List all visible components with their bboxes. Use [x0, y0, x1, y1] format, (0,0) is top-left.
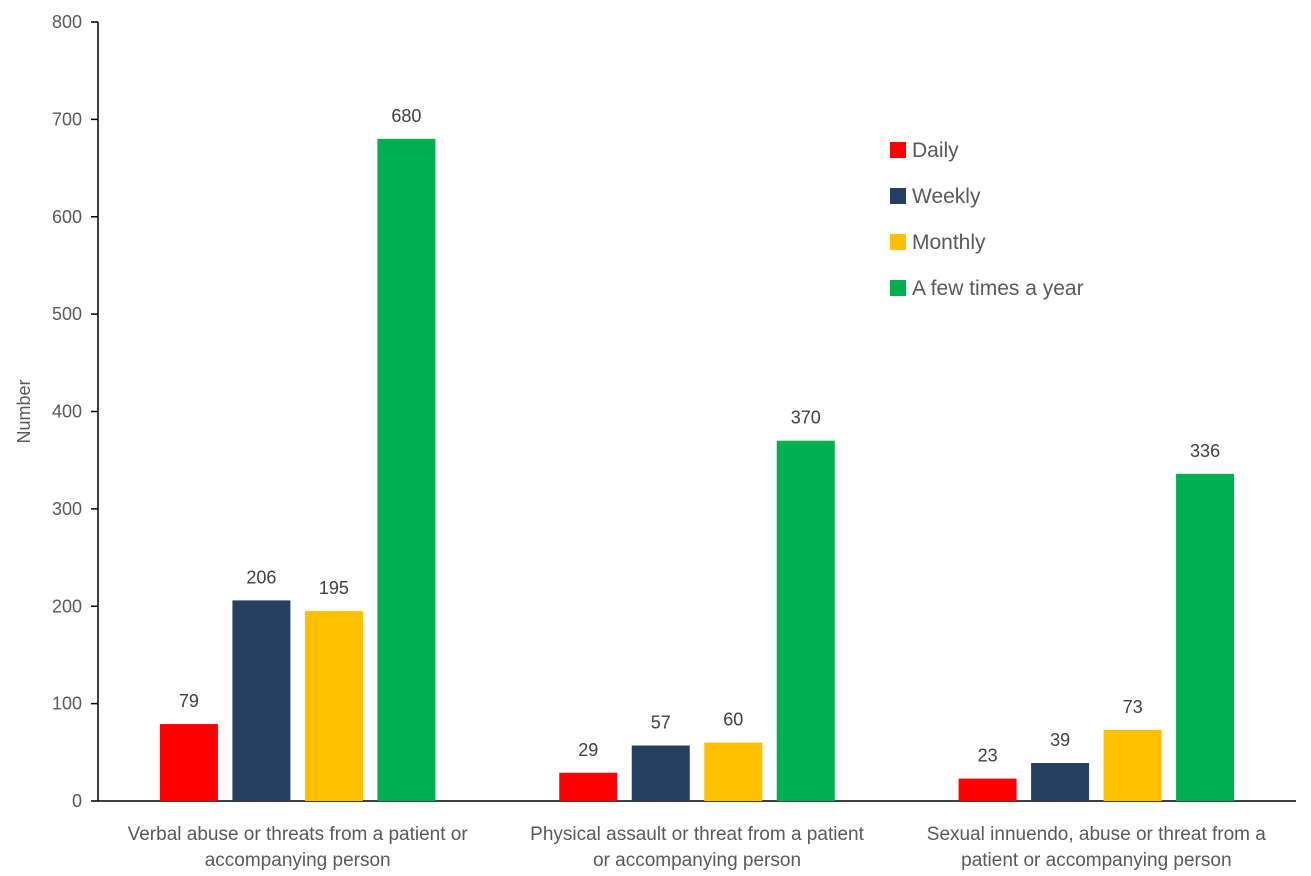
bar-daily-0: [159, 724, 218, 801]
category-labels: Verbal abuse or threats from a patient o…: [128, 824, 1267, 871]
y-tick-label: 200: [52, 596, 82, 616]
y-tick-label: 500: [52, 304, 82, 324]
legend-label: A few times a year: [912, 277, 1084, 300]
y-tick-label: 700: [52, 109, 82, 129]
legend-swatch: [890, 188, 906, 204]
category-label: Verbal abuse or threats from a patient o…: [128, 824, 469, 871]
legend-item-daily: Daily: [890, 139, 959, 162]
data-label: 680: [391, 106, 421, 126]
bar-daily-2: [958, 778, 1017, 801]
legend: Daily Weekly Monthly A few times a year: [890, 139, 1084, 300]
legend-label: Weekly: [912, 185, 981, 208]
y-ticks: 0 100 200 300 400 500 600 700 800: [52, 12, 98, 811]
legend-label: Daily: [912, 139, 959, 162]
bar-a-few-times-a-year-2: [1176, 473, 1235, 801]
y-tick-label: 600: [52, 207, 82, 227]
legend-item-monthly: Monthly: [890, 231, 986, 254]
bar-weekly-2: [1031, 763, 1090, 801]
data-label: 73: [1123, 697, 1143, 717]
y-tick-label: 300: [52, 499, 82, 519]
y-tick-label: 400: [52, 402, 82, 422]
data-label: 206: [246, 567, 276, 587]
category-label: Physical assault or threat from a patien…: [530, 824, 864, 871]
data-label: 336: [1190, 441, 1220, 461]
y-tick-label: 800: [52, 12, 82, 32]
data-label: 195: [319, 578, 349, 598]
y-tick-label: 0: [72, 791, 82, 811]
y-axis-title: Number: [14, 379, 34, 443]
data-label: 60: [723, 710, 743, 730]
data-labels: 79 29 23 206 57 39 195 60 73 680 370 336: [179, 106, 1220, 766]
bars: [159, 138, 1235, 802]
legend-item-a-few-times-a-year: A few times a year: [890, 277, 1084, 300]
legend-label: Monthly: [912, 231, 986, 254]
bar-daily-1: [559, 772, 618, 801]
data-label: 39: [1050, 730, 1070, 750]
legend-swatch: [890, 234, 906, 250]
legend-swatch: [890, 142, 906, 158]
data-label: 29: [578, 740, 598, 760]
legend-item-weekly: Weekly: [890, 185, 981, 208]
bar-a-few-times-a-year-0: [377, 138, 436, 802]
bar-weekly-0: [232, 600, 291, 801]
data-label: 57: [651, 712, 671, 732]
bar-monthly-1: [704, 742, 763, 801]
bar-a-few-times-a-year-1: [776, 440, 835, 801]
bar-weekly-1: [631, 745, 690, 801]
y-tick-label: 100: [52, 694, 82, 714]
legend-swatch: [890, 280, 906, 296]
data-label: 370: [791, 408, 821, 428]
data-label: 23: [978, 746, 998, 766]
bar-monthly-2: [1103, 729, 1162, 801]
bar-monthly-0: [304, 611, 363, 801]
data-label: 79: [179, 691, 199, 711]
